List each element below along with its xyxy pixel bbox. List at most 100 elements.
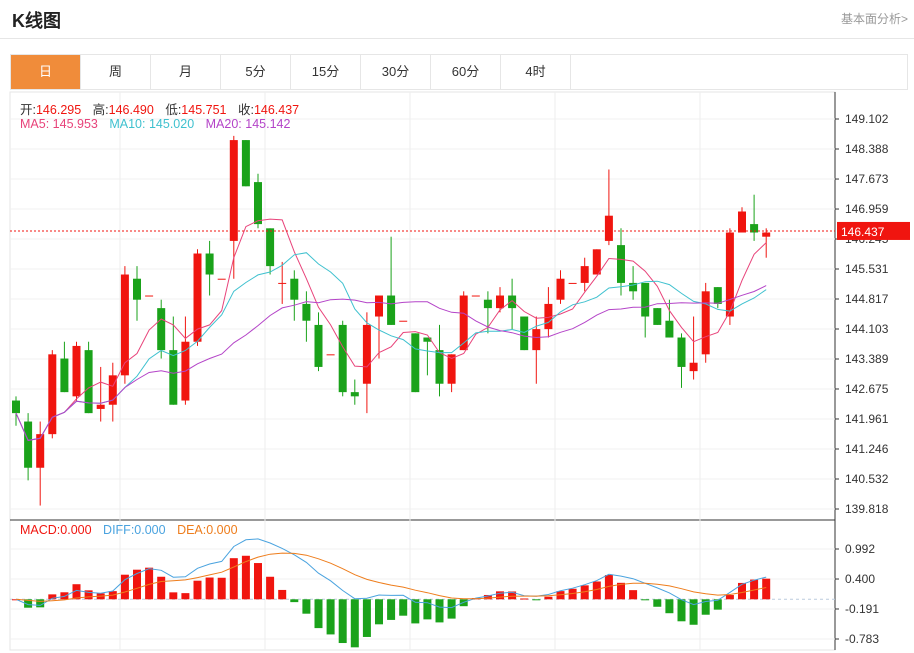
candle-body-58	[713, 287, 722, 304]
high-label: 高:	[92, 103, 109, 117]
candle-body-13	[169, 350, 178, 405]
candle-body-39	[483, 299, 492, 309]
ma20-line	[15, 285, 767, 441]
fundamental-analysis-link[interactable]: 基本面分析>	[840, 12, 908, 26]
open-value: 146.295	[35, 103, 82, 117]
macd-bar-54	[665, 599, 674, 614]
macd-bar-3	[48, 594, 57, 600]
candle-body-15	[193, 253, 202, 342]
candle-body-52	[641, 282, 650, 317]
ma10-label: MA10:	[109, 117, 146, 131]
header: K线图 基本面分析>	[0, 0, 914, 39]
tab-day[interactable]: 日	[11, 55, 81, 89]
macd-bar-16	[205, 577, 214, 600]
candle-body-16	[205, 253, 214, 275]
ma5-line	[15, 218, 767, 441]
candle-body-12	[157, 308, 166, 351]
macd-value: 0.000	[60, 523, 92, 537]
candle-body-2	[36, 434, 45, 468]
candle-body-8	[108, 375, 117, 405]
tab-15min[interactable]: 15分	[291, 55, 361, 89]
candle-body-33	[411, 333, 420, 393]
tab-5min[interactable]: 5分	[221, 55, 291, 89]
macd-bar-18	[229, 558, 238, 600]
macd-bar-26	[326, 599, 335, 635]
close-value: 146.437	[253, 103, 300, 117]
macd-bar-24	[302, 599, 311, 614]
macd-bar-35	[435, 599, 444, 623]
candle-body-23	[290, 278, 299, 300]
candle-body-17	[217, 278, 226, 280]
macd-bar-13	[169, 592, 178, 600]
candle-body-44	[544, 303, 553, 330]
macd-bar-29	[362, 599, 371, 637]
macd-bar-39	[483, 594, 492, 600]
macd-bar-10	[133, 569, 141, 600]
macd-bar-59	[725, 595, 734, 600]
candle-body-61	[750, 224, 759, 233]
ohlc-info: 开:146.295 高:146.490 低:145.751 收:146.437	[20, 99, 307, 118]
dea-value: 0.000	[206, 523, 238, 537]
candle-body-57	[701, 291, 710, 355]
macd-bar-49	[604, 575, 613, 600]
ma5-label: MA5:	[20, 117, 50, 131]
macd-bar-58	[713, 599, 722, 610]
candle-body-30	[375, 295, 383, 317]
tab-week[interactable]: 周	[81, 55, 151, 89]
current-price-label: 146.437	[841, 225, 885, 239]
macd-bar-36	[447, 599, 456, 619]
candle-body-59	[725, 232, 734, 317]
candle-body-24	[302, 303, 311, 321]
tab-60min[interactable]: 60分	[431, 55, 501, 89]
candle-body-11	[145, 295, 154, 297]
ma5-value: 145.953	[52, 117, 98, 131]
macd-bar-9	[120, 574, 129, 600]
macd-bar-23	[290, 599, 299, 603]
candle-body-36	[447, 354, 456, 384]
candle-body-60	[738, 211, 746, 233]
low-label: 低:	[165, 103, 182, 117]
dea-line	[15, 552, 767, 602]
candle-body-45	[556, 278, 565, 300]
macd-bar-50	[617, 582, 625, 600]
candle-body-37	[459, 295, 468, 351]
period-tabs: 日 周 月 5分 15分 30分 60分 4时	[10, 54, 908, 90]
candle-body-47	[580, 266, 589, 283]
y-tick-label-2: 147.673	[845, 172, 889, 186]
macd-bar-30	[375, 599, 383, 625]
candle-body-49	[604, 215, 613, 241]
candle-body-25	[314, 324, 323, 367]
macd-bar-41	[508, 591, 517, 600]
y-tick-label-11: 141.246	[845, 442, 889, 456]
page-title: K线图	[12, 11, 61, 31]
macd-bar-40	[496, 591, 504, 600]
tab-month[interactable]: 月	[151, 55, 221, 89]
y-tick-label-12: 140.532	[845, 472, 889, 486]
macd-bar-48	[592, 581, 601, 600]
candle-body-38	[471, 295, 480, 297]
macd-bar-4	[60, 592, 69, 600]
high-value: 146.490	[108, 103, 154, 117]
dea-label: DEA:	[177, 523, 207, 537]
tab-30min[interactable]: 30分	[361, 55, 431, 89]
macd-bar-15	[193, 580, 202, 600]
y-tick-label-6: 144.817	[845, 292, 889, 306]
candle-body-34	[423, 337, 432, 342]
low-value: 145.751	[181, 103, 227, 117]
macd-bar-22	[278, 589, 287, 600]
candle-body-56	[689, 362, 698, 372]
ma10-line	[15, 252, 767, 441]
macd-bar-12	[157, 576, 166, 600]
macd-bar-21	[266, 576, 275, 600]
candle-body-42	[520, 316, 529, 351]
macd-tick-label-2: -0.191	[845, 602, 879, 616]
candle-body-41	[508, 295, 517, 309]
macd-tick-label-3: -0.783	[845, 632, 879, 646]
candle-body-4	[60, 358, 69, 393]
macd-bar-51	[629, 590, 638, 600]
macd-bar-32	[399, 599, 408, 616]
candle-body-35	[435, 350, 444, 384]
candle-body-7	[96, 404, 105, 409]
tab-4h[interactable]: 4时	[501, 55, 571, 89]
